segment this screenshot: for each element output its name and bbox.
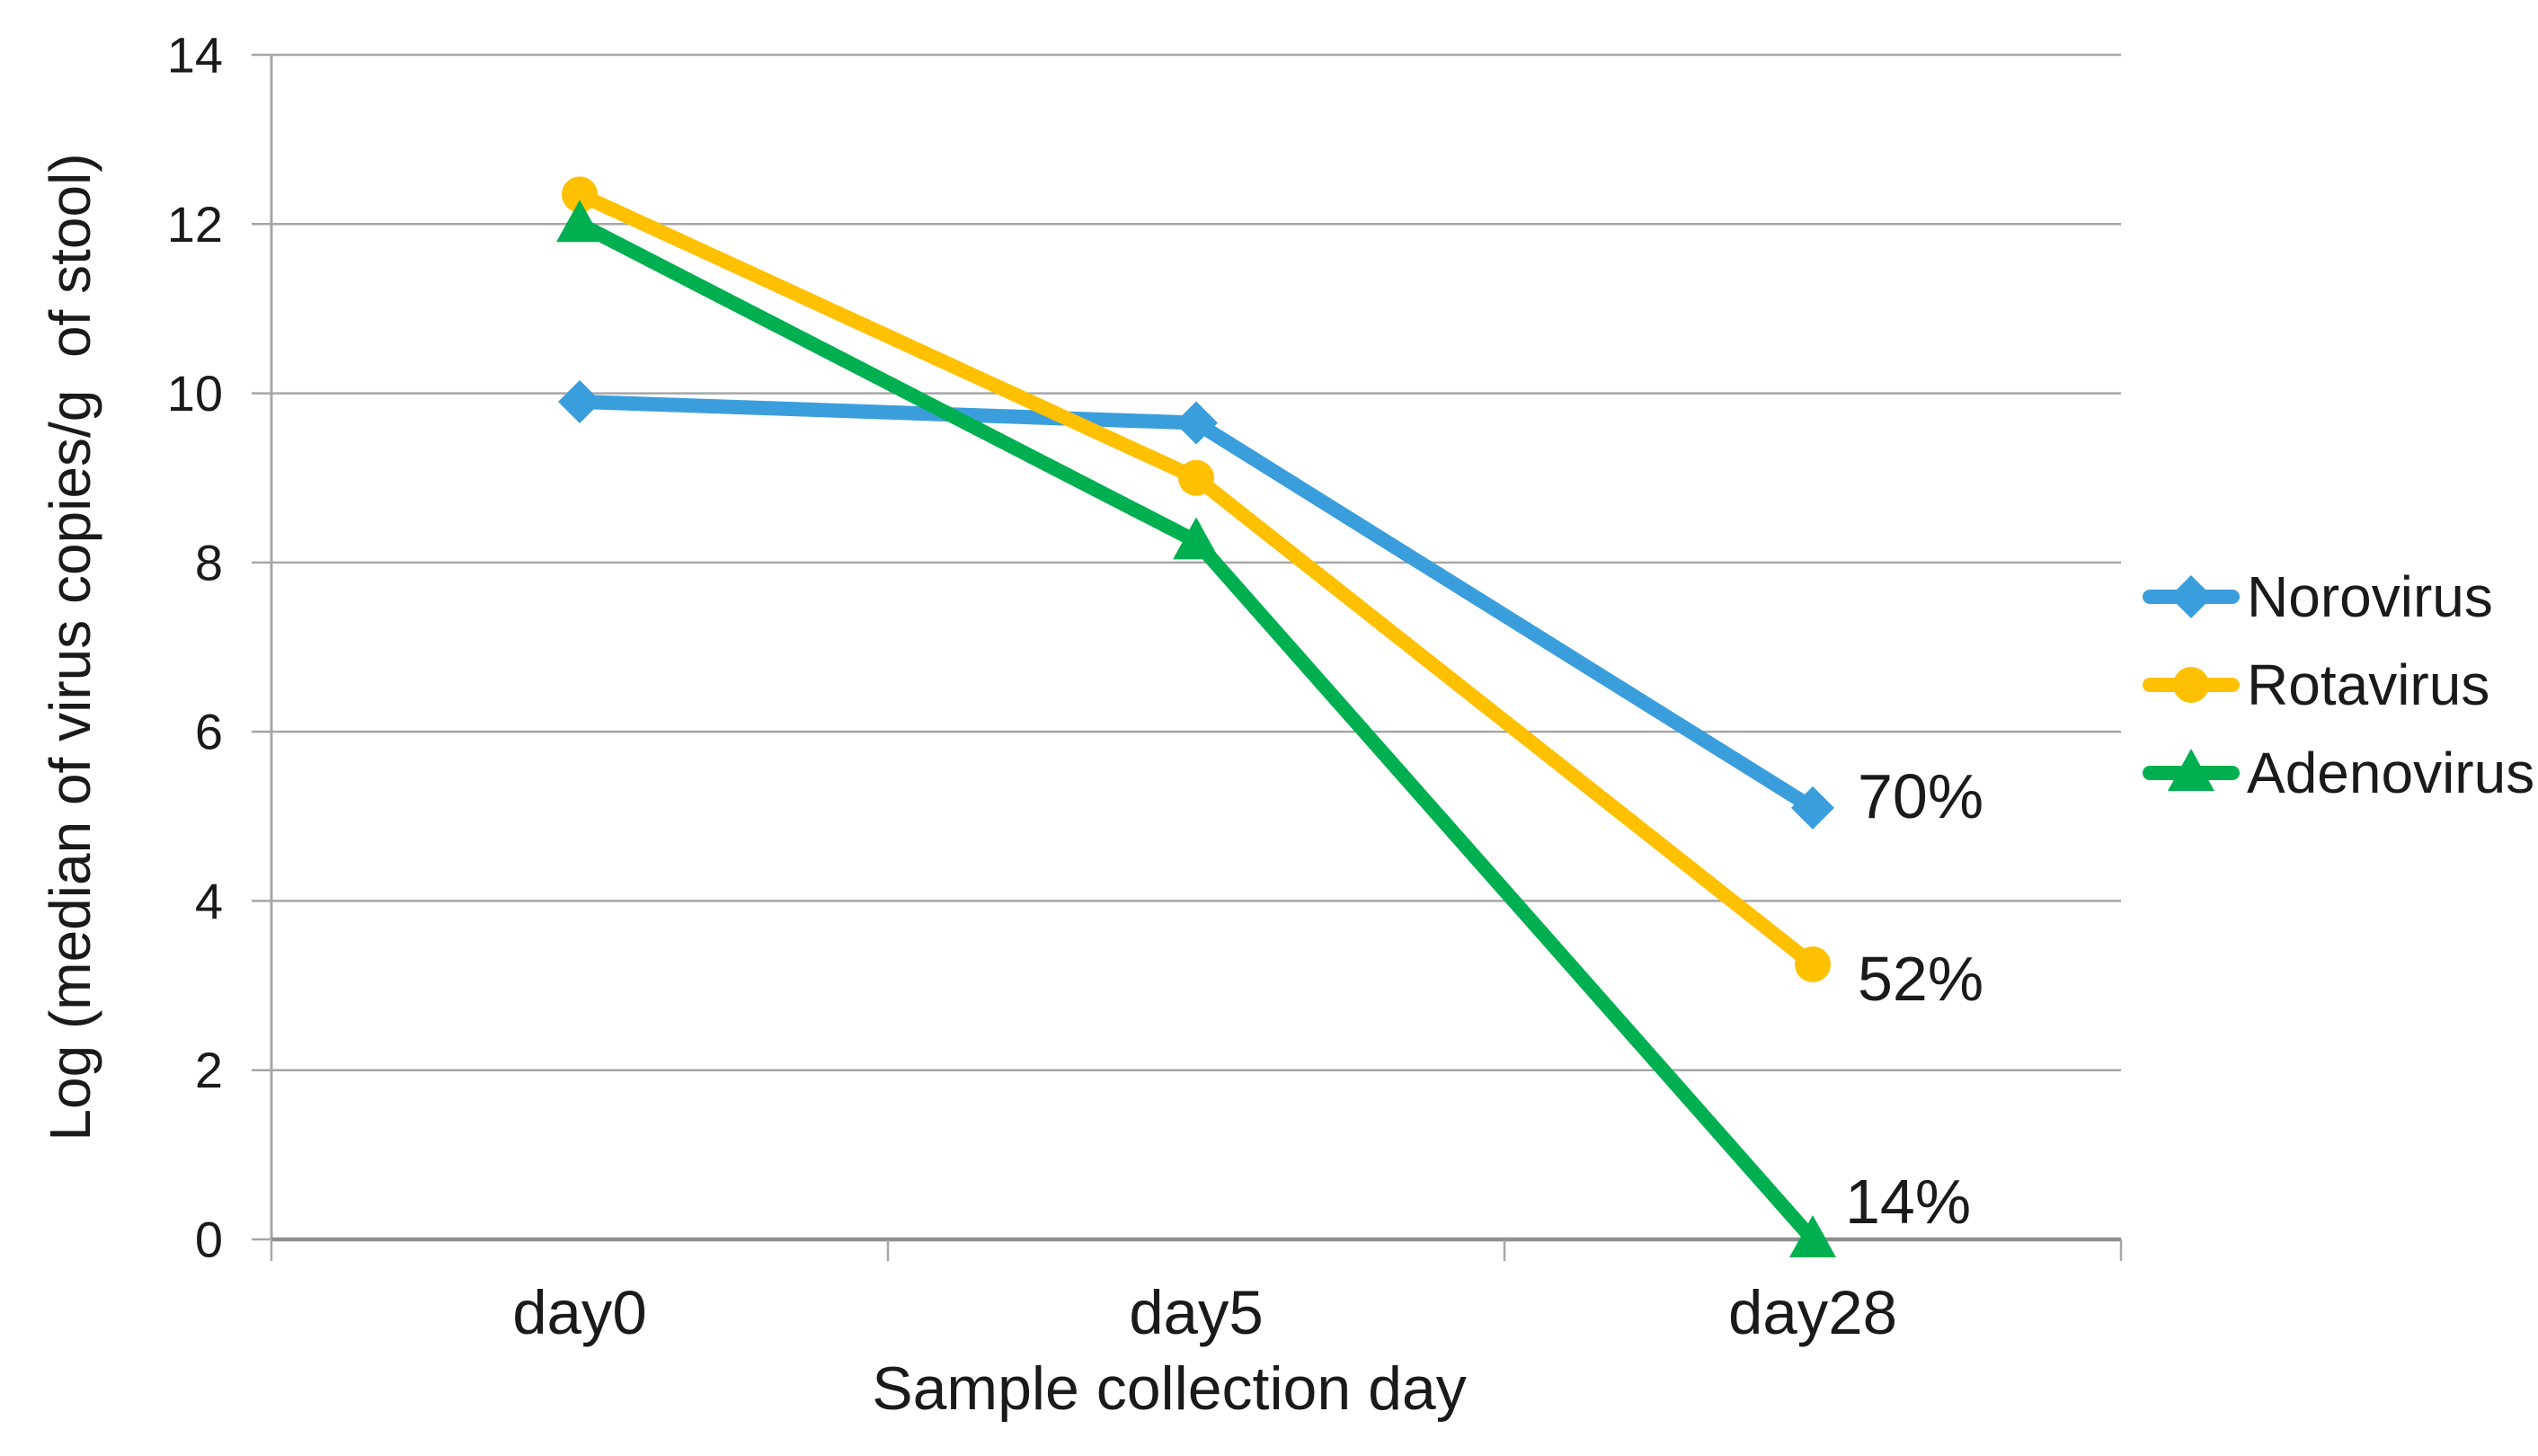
series-adenovirus: 14% (556, 200, 1971, 1257)
y-tick-label-10: 10 (167, 365, 223, 422)
axes: day0 day5 day28 (270, 55, 2123, 1347)
data-point-rotavirus-day5 (1178, 459, 1214, 496)
gridlines: 0 2 4 6 8 10 12 14 (167, 27, 2121, 1268)
legend-item-norovirus: Norovirus (2143, 564, 2493, 629)
y-tick-label-12: 12 (167, 196, 223, 253)
y-tick-label-6: 6 (195, 704, 223, 760)
data-point-rotavirus-day0 (562, 176, 598, 213)
legend-label-rotavirus: Rotavirus (2247, 653, 2489, 717)
x-tick-label-day28: day28 (1728, 1278, 1897, 1347)
y-tick-label-14: 14 (167, 27, 223, 84)
x-tick-label-day5: day5 (1129, 1278, 1264, 1347)
legend-label-adenovirus: Adenovirus (2247, 741, 2534, 805)
end-label-rotavirus: 52% (1858, 944, 1983, 1014)
y-tick-label-2: 2 (195, 1042, 223, 1098)
series-norovirus: 70% (558, 379, 1983, 831)
y-tick-label-8: 8 (195, 534, 223, 590)
chart-canvas: 0 2 4 6 8 10 12 14 day0 day5 day28 Sample collectio… (38, 27, 2534, 1424)
legend-item-adenovirus: Adenovirus (2143, 741, 2534, 805)
data-point-adenovirus-day0 (556, 200, 603, 243)
legend-marker-adenovirus (2168, 749, 2214, 791)
y-tick-label-4: 4 (195, 873, 223, 929)
legend: Norovirus Rotavirus Adenovirus (2143, 564, 2534, 805)
end-label-norovirus: 70% (1858, 761, 1983, 831)
legend-marker-norovirus (2170, 575, 2213, 618)
legend-item-rotavirus: Rotavirus (2143, 653, 2489, 717)
data-point-adenovirus-day28 (1789, 1215, 1836, 1257)
series-rotavirus: 52% (562, 176, 1983, 1014)
data-point-rotavirus-day28 (1795, 946, 1831, 983)
data-point-adenovirus-day5 (1173, 517, 1220, 560)
end-label-adenovirus: 14% (1845, 1167, 1971, 1237)
legend-marker-rotavirus (2173, 667, 2209, 703)
x-axis-title: Sample collection day (872, 1354, 1466, 1423)
data-point-norovirus-day0 (558, 379, 601, 423)
y-axis-title: Log (median of virus copies/g of stool) (38, 153, 102, 1141)
virus-load-line-chart: 0 2 4 6 8 10 12 14 day0 day5 day28 Sample collectio… (36, 14, 2538, 1442)
legend-label-norovirus: Norovirus (2247, 564, 2493, 629)
y-tick-label-0: 0 (195, 1212, 223, 1268)
x-tick-label-day0: day0 (512, 1278, 647, 1347)
data-point-norovirus-day5 (1175, 401, 1218, 445)
series-line-rotavirus (572, 187, 1820, 972)
data-point-norovirus-day28 (1791, 786, 1834, 830)
